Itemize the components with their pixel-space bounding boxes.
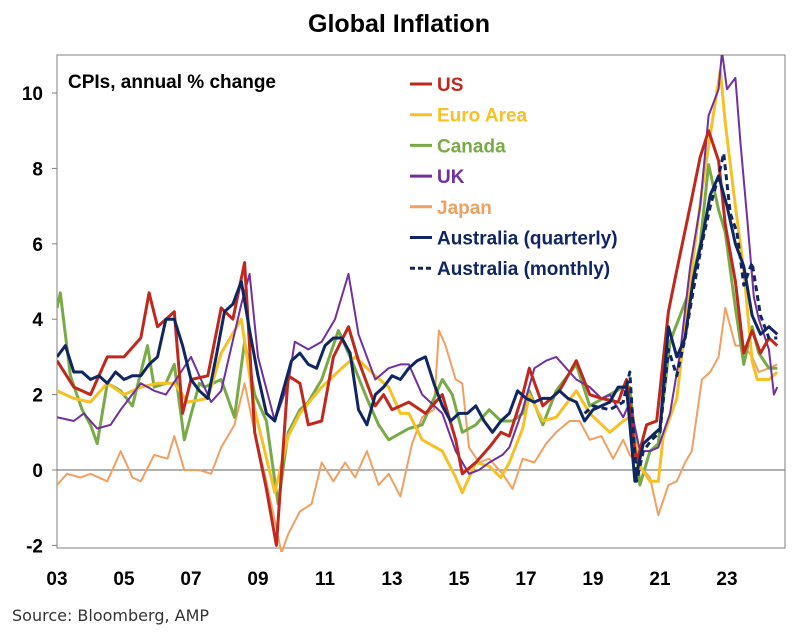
x-tick-label: 17 (515, 569, 536, 590)
legend-label: US (437, 75, 463, 96)
series-line-japan (57, 306, 778, 552)
legend-label: Euro Area (437, 106, 528, 127)
x-tick-label: 19 (582, 569, 603, 590)
legend-label: UK (437, 167, 465, 188)
legend-label: Australia (quarterly) (437, 229, 618, 250)
legend-label: Japan (437, 198, 492, 219)
x-tick-label: 13 (381, 569, 402, 590)
plot-border (56, 54, 786, 549)
series-line-australia-quarterly (57, 174, 779, 483)
series-line-euro-area (57, 68, 779, 495)
series-line-us (57, 129, 779, 547)
y-tick-label: 8 (32, 159, 43, 180)
legend-label: Canada (437, 136, 506, 157)
chart-subtitle: CPIs, annual % change (68, 72, 276, 93)
x-tick-label: 21 (649, 569, 671, 590)
y-tick-label: 10 (22, 84, 43, 105)
y-tick-label: 6 (32, 235, 43, 256)
plot-area: -2 0 2 4 6 8 10 03 05 07 09 11 13 15 17 19 21 23 (22, 54, 786, 590)
x-tick-label: 23 (716, 569, 737, 590)
x-tick-label: 15 (448, 569, 470, 590)
chart-title: Global Inflation (308, 10, 490, 38)
y-tick-label: -2 (26, 536, 43, 557)
y-tick-label: 0 (32, 461, 43, 482)
y-tick-label: 4 (32, 310, 43, 331)
legend-label: Australia (monthly) (437, 259, 610, 280)
source-note: Source: Bloomberg, AMP (12, 606, 210, 625)
x-tick-label: 03 (46, 569, 67, 590)
x-tick-label: 05 (113, 569, 135, 590)
x-tick-label: 09 (247, 569, 268, 590)
x-tick-label: 11 (315, 569, 336, 590)
x-tick-label: 07 (180, 569, 201, 590)
y-tick-label: 2 (32, 386, 43, 407)
legend: US Euro Area Canada UK Japan Australia (quart… (410, 75, 618, 280)
series-line-uk (57, 55, 779, 475)
